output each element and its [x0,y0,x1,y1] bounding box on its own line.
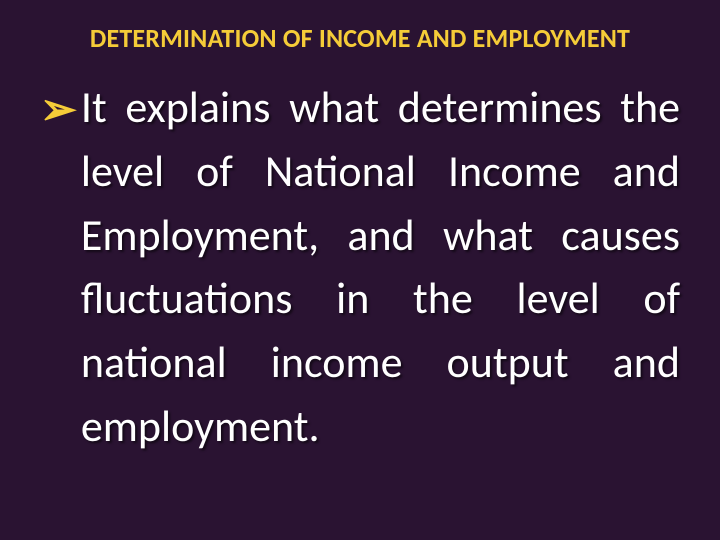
body-row: ➢ It explains what determines the level … [40,76,680,459]
bullet-icon: ➢ [40,78,77,142]
body-text: It explains what determines the level of… [81,76,680,459]
slide: DETERMINATION OF INCOME AND EMPLOYMENT ➢… [0,0,720,540]
slide-title: DETERMINATION OF INCOME AND EMPLOYMENT [40,22,680,54]
